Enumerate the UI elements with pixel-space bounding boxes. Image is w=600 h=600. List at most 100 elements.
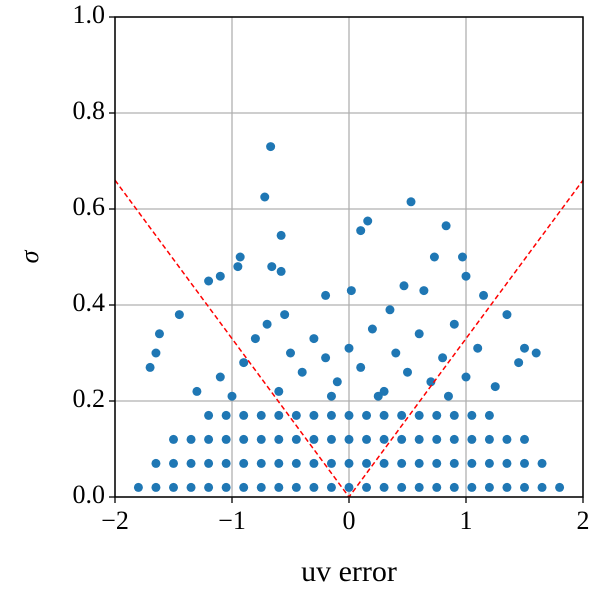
scatter-point (239, 358, 249, 368)
scatter-point (467, 434, 477, 444)
scatter-point (262, 319, 272, 329)
scatter-point (414, 482, 424, 492)
scatter-point (346, 286, 356, 296)
scatter-point (204, 458, 214, 468)
scatter-point (151, 458, 161, 468)
scatter-point (344, 458, 354, 468)
scatter-point (221, 482, 231, 492)
scatter-point (373, 391, 383, 401)
scatter-point (414, 434, 424, 444)
scatter-point (432, 458, 442, 468)
scatter-point (309, 410, 319, 420)
scatter-point (291, 410, 301, 420)
scatter-point (449, 319, 459, 329)
scatter-point (520, 343, 529, 353)
scatter-point (344, 434, 354, 444)
y-axis-label: σ (15, 249, 44, 263)
scatter-point (274, 458, 284, 468)
scatter-point (344, 482, 354, 492)
scatter-point (362, 482, 372, 492)
scatter-point (520, 482, 529, 492)
scatter-point (502, 458, 512, 468)
x-tick-label: −1 (218, 506, 246, 535)
scatter-point (385, 305, 395, 315)
scatter-point (286, 348, 295, 358)
y-tick-label: 0.4 (73, 288, 106, 317)
scatter-point (432, 482, 442, 492)
scatter-point (419, 286, 429, 296)
scatter-point (233, 262, 243, 272)
scatter-point (291, 482, 301, 492)
scatter-point (280, 310, 290, 320)
scatter-point (256, 410, 266, 420)
scatter-point (397, 482, 407, 492)
scatter-point (414, 329, 424, 339)
scatter-point (449, 410, 459, 420)
scatter-point (432, 434, 442, 444)
plot-frame (114, 16, 584, 498)
scatter-point (356, 362, 366, 372)
scatter-point (145, 362, 155, 372)
scatter-point (326, 458, 336, 468)
scatter-point (297, 367, 307, 377)
scatter-point (502, 310, 512, 320)
scatter-point (266, 142, 276, 152)
scatter-point (227, 391, 237, 401)
scatter-point (174, 310, 184, 320)
scatter-point (520, 434, 529, 444)
scatter-point (356, 226, 366, 236)
scatter-point (326, 391, 336, 401)
scatter-point (276, 266, 286, 276)
scatter-point (326, 410, 336, 420)
y-tick-label: 0.8 (73, 96, 106, 125)
x-tick-label: 2 (577, 506, 590, 535)
scatter-point (239, 434, 249, 444)
scatter-point (379, 434, 389, 444)
scatter-point (274, 434, 284, 444)
scatter-point (414, 458, 424, 468)
scatter-point (133, 482, 143, 492)
scatter-point (438, 353, 448, 363)
scatter-point (449, 458, 459, 468)
scatter-point (362, 434, 372, 444)
scatter-point (204, 482, 214, 492)
scatter-point (397, 434, 407, 444)
scatter-point (473, 343, 483, 353)
scatter-point (186, 434, 196, 444)
scatter-point (332, 377, 342, 387)
scatter-point (326, 482, 336, 492)
scatter-point (260, 192, 270, 202)
scatter-point (309, 482, 319, 492)
scatter-point (484, 410, 494, 420)
scatter-point (520, 458, 529, 468)
scatter-point (479, 290, 489, 300)
x-tick-label: 0 (343, 506, 356, 535)
scatter-point (379, 482, 389, 492)
y-tick-label: 1.0 (73, 0, 106, 29)
scatter-point (449, 434, 459, 444)
scatter-point (514, 358, 524, 368)
scatter-point (484, 482, 494, 492)
scatter-point (215, 271, 225, 281)
scatter-point (397, 458, 407, 468)
scatter-point (291, 458, 301, 468)
scatter-point (169, 434, 178, 444)
scatter-point (186, 458, 196, 468)
scatter-point (432, 410, 442, 420)
scatter-point (256, 434, 266, 444)
scatter-point (502, 434, 512, 444)
x-tick-label: 1 (460, 506, 473, 535)
scatter-point (204, 410, 214, 420)
scatter-point (344, 343, 354, 353)
scatter-point (399, 281, 409, 291)
scatter-point (221, 434, 231, 444)
scatter-point (426, 377, 436, 387)
scatter-point (154, 329, 164, 339)
scatter-point (186, 482, 196, 492)
scatter-point (461, 271, 471, 281)
scatter-point (502, 482, 512, 492)
scatter-point (256, 458, 266, 468)
scatter-point (406, 197, 416, 207)
scatter-point (467, 410, 477, 420)
scatter-point (457, 252, 467, 262)
